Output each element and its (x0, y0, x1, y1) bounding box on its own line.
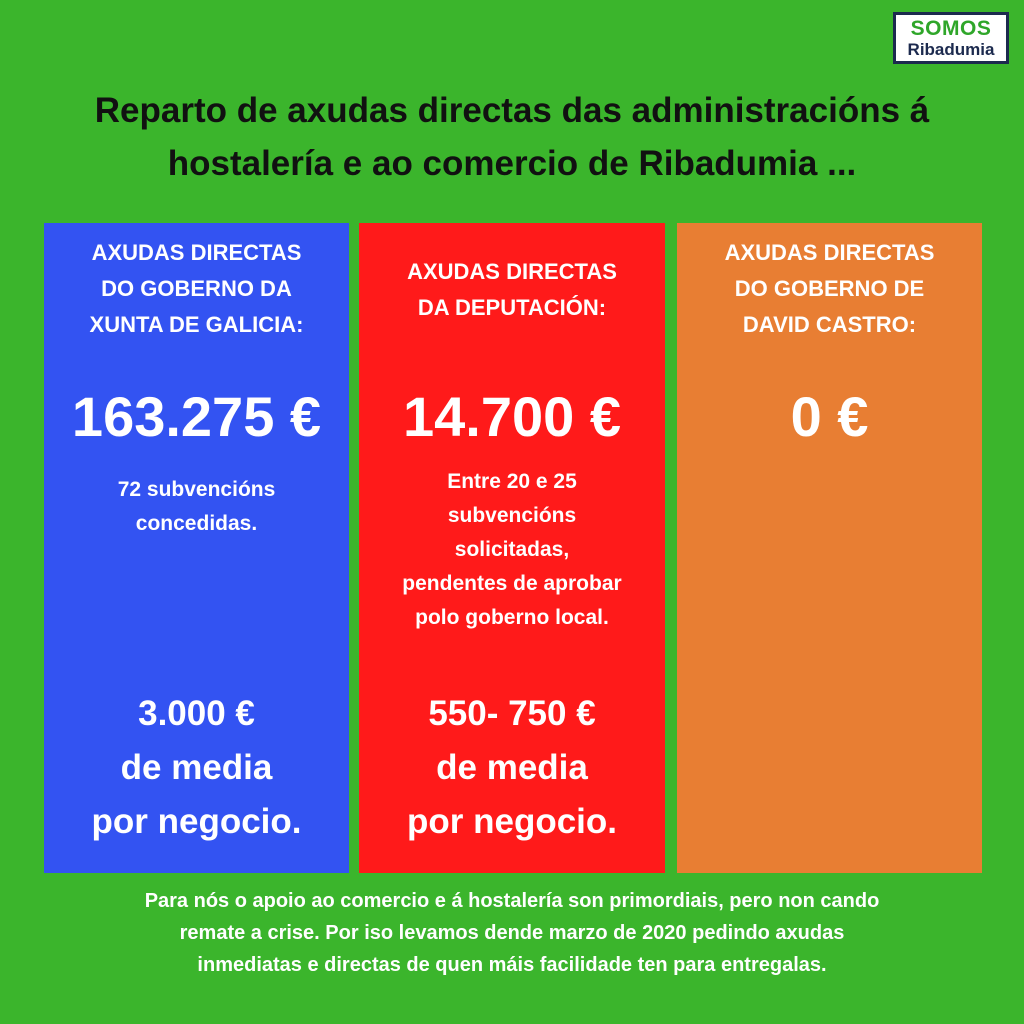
castro-heading-line: DO GOBERNO DE (734, 276, 925, 301)
deputacion-heading-line: AXUDAS DIRECTAS (407, 259, 617, 284)
castro-aid-panel: AXUDAS DIRECTAS DO GOBERNO DE DAVID CAST… (677, 223, 982, 873)
page-title: Reparto de axudas directas das administr… (40, 84, 984, 190)
xunta-amount: 163.275 € (71, 385, 322, 448)
deputacion-average-line: de media (436, 748, 588, 787)
title-line-1: Reparto de axudas directas das administr… (94, 91, 930, 130)
deputacion-aid-panel: AXUDAS DIRECTAS DA DEPUTACIÓN: 14.700 € … (359, 223, 665, 873)
xunta-heading: AXUDAS DIRECTAS DO GOBERNO DA XUNTA DE G… (44, 235, 349, 343)
castro-amount: 0 € (790, 385, 869, 448)
logo-line-2: Ribadumia (907, 40, 995, 59)
footer-line: Para nós o apoio ao comercio e á hostale… (144, 890, 880, 912)
deputacion-heading-line: DA DEPUTACIÓN: (417, 295, 607, 320)
xunta-average: 3.000 € de media por negocio. (44, 687, 349, 849)
castro-heading-line: AXUDAS DIRECTAS (724, 240, 935, 265)
deputacion-average-line: 550- 750 € (428, 694, 596, 733)
logo-line-1: SOMOS (910, 17, 992, 40)
xunta-aid-panel: AXUDAS DIRECTAS DO GOBERNO DA XUNTA DE G… (44, 223, 349, 873)
deputacion-description: Entre 20 e 25 subvencións solicitadas, p… (359, 465, 665, 635)
xunta-average-line: 3.000 € (138, 694, 255, 733)
deputacion-description-line: Entre 20 e 25 (447, 470, 577, 493)
footer-line: remate a crise. Por iso levamos dende ma… (179, 922, 845, 944)
deputacion-heading: AXUDAS DIRECTAS DA DEPUTACIÓN: (359, 254, 665, 326)
castro-heading-line: DAVID CASTRO: (742, 312, 917, 337)
deputacion-description-line: polo goberno local. (415, 606, 609, 629)
deputacion-amount: 14.700 € (403, 385, 621, 448)
xunta-average-line: de media (120, 748, 273, 787)
xunta-heading-line: AXUDAS DIRECTAS (91, 240, 302, 265)
title-line-2: hostalería e ao comercio de Ribadumia ..… (167, 144, 857, 183)
deputacion-description-line: solicitadas, (454, 538, 570, 561)
xunta-heading-line: DO GOBERNO DA (101, 276, 292, 301)
xunta-heading-line: XUNTA DE GALICIA: (89, 312, 304, 337)
footer-statement: Para nós o apoio ao comercio e á hostale… (40, 885, 984, 981)
footer-line: inmediatas e directas de quen máis facil… (197, 954, 827, 976)
xunta-description-line: concedidas. (135, 512, 258, 535)
xunta-description: 72 subvencións concedidas. (44, 473, 349, 541)
deputacion-description-line: pendentes de aprobar (402, 572, 622, 595)
deputacion-average-line: por negocio. (407, 802, 617, 841)
deputacion-description-line: subvencións (447, 504, 577, 527)
somos-ribadumia-logo: SOMOS Ribadumia (893, 12, 1009, 64)
xunta-description-line: 72 subvencións (117, 478, 276, 501)
deputacion-average: 550- 750 € de media por negocio. (359, 687, 665, 849)
castro-heading: AXUDAS DIRECTAS DO GOBERNO DE DAVID CAST… (677, 235, 982, 343)
xunta-average-line: por negocio. (91, 802, 302, 841)
